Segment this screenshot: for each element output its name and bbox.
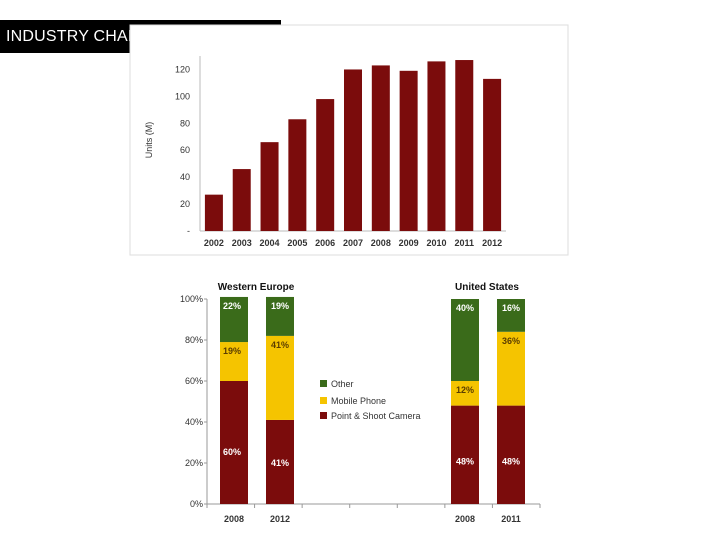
stack-segment [266,335,294,420]
x-tick-label: 2011 [501,514,521,524]
x-tick-label: 2008 [455,514,475,524]
data-label: 12% [456,385,474,395]
stack-segment [497,299,525,332]
x-tick-label: 2008 [224,514,244,524]
y-tick-label: 100 [175,91,190,101]
stack-segment [220,381,248,504]
data-label: 41% [271,340,289,350]
data-label: 41% [271,458,289,468]
data-label: 19% [223,346,241,356]
data-label: 36% [502,336,520,346]
x-tick-label: 2011 [455,238,475,248]
group-header: Western Europe [218,282,295,293]
data-label: 22% [223,301,241,311]
x-tick-label: 2002 [204,238,224,248]
bar [455,60,474,232]
stack-segment [451,299,479,381]
bar [427,61,446,232]
group-header: United States [455,282,519,293]
y-tick-label: - [187,226,190,236]
y-tick-label: 100% [180,294,203,304]
y-tick-label: 80 [180,118,190,128]
data-label: 40% [456,303,474,313]
bar [344,69,362,231]
stack-segment [451,405,479,504]
x-tick-label: 2003 [232,238,252,248]
legend-swatch [320,397,327,404]
x-tick-label: 2004 [260,238,280,248]
x-tick-label: 2006 [315,238,335,248]
legend-swatch [320,380,327,387]
bar [288,119,307,231]
data-label: 48% [502,457,520,467]
bar [371,65,390,231]
y-tick-label: 20% [185,458,203,468]
stack-segment [220,342,248,381]
y-tick-label: 40% [185,417,203,427]
legend-swatch [320,412,327,419]
y-tick-label: 20 [180,199,190,209]
y-tick-label: 0% [190,499,203,509]
bar [483,78,502,231]
x-tick-label: 2007 [343,238,363,248]
x-tick-label: 2008 [371,238,391,248]
y-tick-label: 60 [180,145,190,155]
x-tick-label: 2009 [399,238,419,248]
bar [260,142,279,231]
legend-label: Point & Shoot Camera [331,411,421,421]
stack-segment [497,405,525,504]
x-tick-label: 2010 [426,238,446,248]
stack-segment [266,419,294,504]
data-label: 48% [456,457,474,467]
y-tick-label: 80% [185,335,203,345]
y-axis-label: Units (M) [144,122,154,159]
y-tick-label: 60% [185,376,203,386]
stack-segment [497,331,525,406]
legend-label: Mobile Phone [331,396,386,406]
x-tick-label: 2012 [270,514,290,524]
y-tick-label: 120 [175,64,190,74]
data-label: 60% [223,447,241,457]
stack-segment [220,296,248,343]
bar [232,169,251,231]
stack-segment [266,296,294,336]
data-label: 16% [502,303,520,313]
stack-segment [451,381,479,406]
bar [316,99,335,231]
data-label: 19% [271,301,289,311]
bar [399,70,418,231]
bar [204,194,223,231]
y-tick-label: 40 [180,172,190,182]
x-tick-label: 2005 [287,238,307,248]
x-tick-label: 2012 [482,238,502,248]
legend-label: Other [331,379,354,389]
